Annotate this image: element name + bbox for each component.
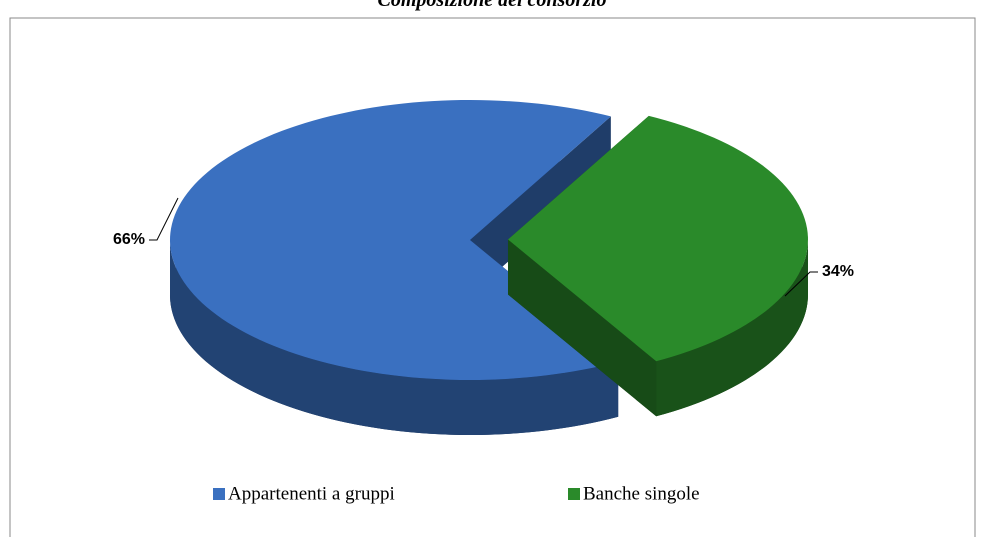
data-label: 66% — [113, 231, 145, 248]
slice-side — [656, 239, 808, 417]
legend-swatch — [213, 488, 225, 500]
legend-label: Banche singole — [583, 483, 700, 504]
chart-title: Composizione del consorzio — [378, 0, 607, 11]
slice-side — [170, 240, 619, 436]
slice — [507, 115, 808, 362]
legend-swatch — [568, 488, 580, 500]
leader-line — [784, 271, 818, 297]
leader-line — [149, 197, 179, 241]
legend-label: Appartenenti a gruppi — [228, 483, 395, 504]
slice-cut-face — [470, 116, 611, 296]
slice — [169, 99, 619, 381]
chart-frame — [9, 17, 976, 537]
data-label: 34% — [822, 263, 854, 280]
slice-cut-face — [507, 239, 657, 417]
